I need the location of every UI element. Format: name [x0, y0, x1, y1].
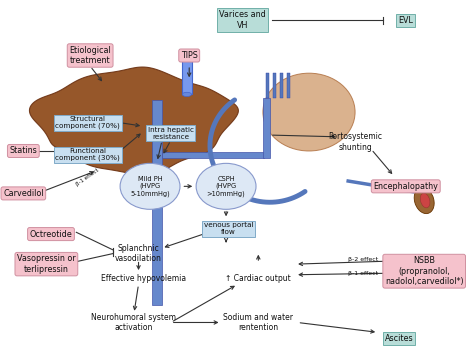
Text: Portosystemic
shunting: Portosystemic shunting	[328, 132, 382, 152]
Ellipse shape	[420, 193, 430, 208]
FancyArrow shape	[273, 73, 276, 98]
Text: Statins: Statins	[9, 147, 37, 155]
FancyArrow shape	[280, 73, 283, 98]
Text: β-2 effect: β-2 effect	[348, 257, 378, 262]
Bar	[182, 59, 191, 94]
Polygon shape	[29, 67, 238, 175]
Text: EVL: EVL	[398, 16, 413, 24]
Text: Intra hepatic
resistance: Intra hepatic resistance	[148, 127, 194, 140]
Ellipse shape	[414, 187, 434, 214]
Text: CSPH
(HVPG
>10mmHg): CSPH (HVPG >10mmHg)	[207, 176, 246, 197]
Text: Effective hypovolemia: Effective hypovolemia	[100, 274, 186, 283]
Text: venous portal
flow: venous portal flow	[204, 222, 253, 235]
Text: β-1 effect: β-1 effect	[348, 271, 378, 276]
Text: TIPS: TIPS	[181, 51, 198, 60]
Text: Vasopressin or
terlipressin: Vasopressin or terlipressin	[17, 255, 76, 274]
Text: ↑ Cardiac output: ↑ Cardiac output	[226, 274, 291, 283]
Bar	[263, 98, 270, 158]
Bar	[163, 152, 264, 158]
Text: Encephalopathy: Encephalopathy	[374, 182, 438, 191]
Text: Etiological
treatment: Etiological treatment	[69, 46, 111, 65]
Text: Sodium and water
rentention: Sodium and water rentention	[223, 313, 293, 332]
Text: Varices and
VH: Varices and VH	[219, 10, 265, 30]
Text: Splanchnic
vasodilation: Splanchnic vasodilation	[115, 244, 162, 263]
FancyArrow shape	[266, 73, 269, 98]
Text: Carvedilol: Carvedilol	[3, 189, 44, 198]
Text: NSBB
(propranolol,
nadolol,carvedilol*): NSBB (propranolol, nadolol,carvedilol*)	[385, 256, 464, 286]
FancyArrow shape	[287, 73, 290, 98]
Circle shape	[120, 163, 180, 209]
Text: Ascites: Ascites	[384, 334, 413, 343]
Ellipse shape	[182, 92, 191, 97]
Text: β-1 effect: β-1 effect	[75, 168, 100, 187]
Bar	[152, 100, 163, 305]
Circle shape	[196, 163, 256, 209]
Text: Functional
component (30%): Functional component (30%)	[55, 148, 120, 161]
Text: Octreotide: Octreotide	[29, 230, 73, 239]
Text: Structural
component (70%): Structural component (70%)	[55, 116, 120, 130]
Text: Neurohumoral system
activation: Neurohumoral system activation	[91, 313, 176, 332]
Ellipse shape	[263, 73, 355, 151]
Ellipse shape	[182, 57, 191, 61]
Text: Mild PH
(HVPG
5-10mmHg): Mild PH (HVPG 5-10mmHg)	[130, 176, 170, 197]
